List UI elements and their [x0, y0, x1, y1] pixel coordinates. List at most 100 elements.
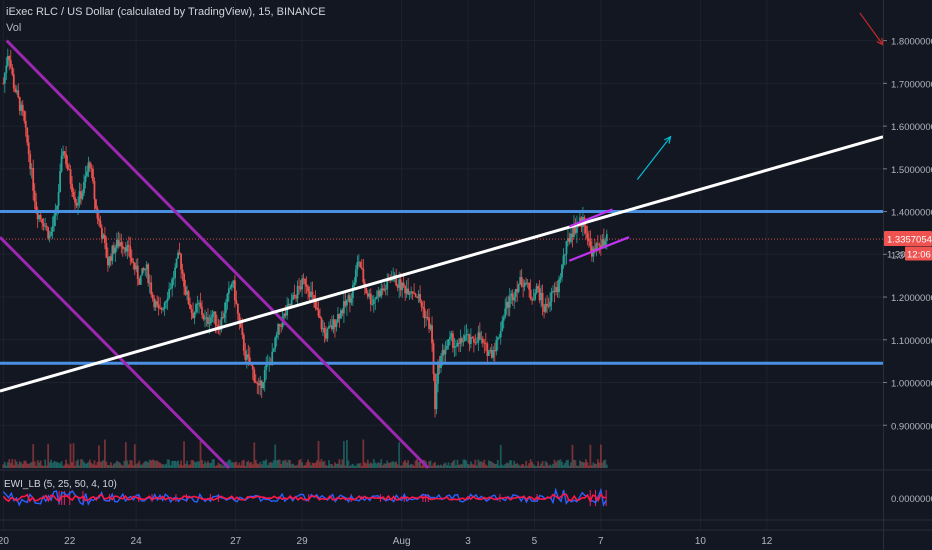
- symbol-title[interactable]: iExec RLC / US Dollar (calculated by Tra…: [6, 6, 326, 18]
- candle-body-up: [174, 267, 177, 278]
- candle-body-down: [153, 298, 156, 308]
- volume-bar: [244, 465, 247, 468]
- x-tick-label: 5: [532, 536, 538, 547]
- volume-bar: [413, 465, 416, 468]
- volume-bar: [501, 464, 504, 468]
- candle-body-down: [307, 286, 309, 292]
- candle-body-up: [532, 299, 535, 301]
- volume-bar: [322, 461, 324, 468]
- candle-body-down: [151, 294, 154, 299]
- indicator-label[interactable]: EWI_LB (5, 25, 50, 4, 10): [4, 479, 117, 490]
- volume-bar: [317, 440, 320, 468]
- volume-bar: [238, 462, 241, 468]
- candle-body-down: [323, 328, 326, 333]
- candle-body-up: [417, 294, 420, 298]
- candle-body-up: [332, 319, 335, 330]
- volume-bar: [565, 460, 568, 468]
- volume-bar: [32, 444, 35, 468]
- candle-body-up: [169, 288, 172, 290]
- volume-bar: [568, 465, 571, 468]
- candle-body-up: [114, 247, 117, 254]
- candle-body-down: [124, 247, 127, 252]
- candle-body-down: [157, 304, 160, 309]
- volume-bar: [112, 463, 115, 468]
- volume-bar: [241, 460, 244, 468]
- volume-bar: [162, 464, 165, 468]
- volume-bar: [86, 463, 88, 468]
- candle-body-up: [552, 290, 554, 292]
- volume-bar: [251, 464, 254, 468]
- candle-body-down: [202, 314, 205, 320]
- volume-bar: [132, 465, 135, 468]
- candle-body-up: [301, 278, 303, 290]
- volume-bar: [404, 460, 407, 468]
- candle-body-down: [9, 60, 12, 67]
- candle-body-down: [366, 293, 369, 297]
- volume-bar: [180, 460, 182, 468]
- volume-bar: [256, 463, 259, 468]
- volume-bar: [260, 464, 263, 468]
- volume-bar: [483, 459, 486, 468]
- x-tick-label: 10: [695, 536, 707, 547]
- volume-bar: [199, 440, 202, 468]
- candle-body-up: [322, 328, 324, 330]
- volume-bar: [160, 464, 163, 468]
- volume-bar: [408, 464, 411, 468]
- candle-body-down: [511, 293, 514, 301]
- candle-body-up: [498, 337, 501, 339]
- candle-body-down: [254, 381, 257, 383]
- volume-bar: [519, 465, 522, 468]
- volume-bar: [248, 462, 251, 468]
- candle-body-up: [510, 293, 513, 297]
- candle-body-up: [567, 238, 569, 242]
- volume-bar: [111, 465, 114, 468]
- candle-body-down: [207, 317, 209, 324]
- volume-bar: [193, 461, 196, 468]
- candle-body-down: [338, 314, 341, 319]
- volume-bar: [459, 464, 462, 468]
- candle-body-down: [235, 300, 238, 304]
- volume-bar: [320, 459, 323, 468]
- volume-bar: [165, 463, 168, 468]
- candle-body-up: [335, 322, 338, 328]
- candle-body-down: [365, 288, 368, 294]
- candle-body-down: [2, 83, 5, 85]
- candle-body-up: [118, 242, 121, 247]
- volume-bar: [468, 464, 471, 468]
- volume-bar: [393, 462, 396, 468]
- volume-bar: [38, 462, 41, 468]
- candle-body-up: [354, 269, 357, 283]
- candle-body-up: [62, 151, 64, 156]
- candle-body-up: [564, 254, 566, 256]
- volume-bar: [505, 462, 508, 468]
- candle-body-up: [446, 345, 448, 350]
- volume-bar: [444, 462, 447, 468]
- candle-body-up: [198, 302, 200, 304]
- candle-body-down: [156, 301, 159, 305]
- volume-bar: [15, 461, 18, 468]
- candle-body-up: [561, 264, 563, 278]
- volume-bar: [283, 460, 286, 468]
- x-tick-label: 12: [761, 536, 773, 547]
- volume-bar: [6, 462, 9, 468]
- candle-body-up: [495, 340, 498, 352]
- candle-body-up: [168, 288, 171, 299]
- volume-bar: [265, 459, 268, 468]
- volume-bar: [36, 460, 39, 468]
- candle-body-down: [68, 168, 70, 170]
- candle-body-up: [139, 275, 142, 285]
- volume-bars: [2, 439, 608, 468]
- candle-body-down: [452, 333, 454, 348]
- candle-body-down: [250, 364, 253, 366]
- volume-bar: [105, 461, 108, 468]
- candle-body-down: [90, 168, 93, 169]
- candle-body-up: [535, 286, 538, 294]
- candle-body-down: [17, 90, 20, 98]
- candle-body-down: [142, 268, 145, 271]
- candle-body-down: [121, 246, 124, 249]
- volume-bar: [66, 463, 69, 468]
- volume-bar: [313, 463, 315, 468]
- candle-body-down: [311, 291, 314, 296]
- volume-bar: [464, 459, 466, 468]
